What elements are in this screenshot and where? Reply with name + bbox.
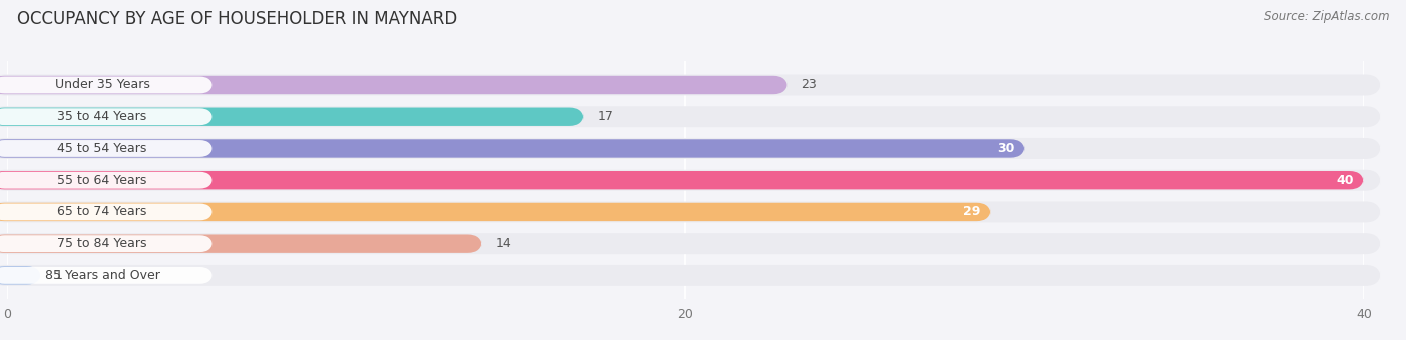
Text: Source: ZipAtlas.com: Source: ZipAtlas.com: [1264, 10, 1389, 23]
FancyBboxPatch shape: [0, 267, 212, 284]
FancyBboxPatch shape: [0, 139, 1025, 158]
Text: 45 to 54 Years: 45 to 54 Years: [58, 142, 146, 155]
Text: 23: 23: [801, 79, 817, 91]
FancyBboxPatch shape: [0, 202, 1381, 222]
Text: 40: 40: [1336, 174, 1354, 187]
FancyBboxPatch shape: [0, 235, 482, 253]
Text: 1: 1: [55, 269, 62, 282]
Text: 17: 17: [598, 110, 613, 123]
FancyBboxPatch shape: [0, 233, 1381, 254]
FancyBboxPatch shape: [0, 235, 212, 252]
FancyBboxPatch shape: [0, 107, 583, 126]
FancyBboxPatch shape: [0, 140, 212, 157]
Text: 30: 30: [997, 142, 1015, 155]
FancyBboxPatch shape: [0, 172, 212, 189]
FancyBboxPatch shape: [0, 74, 1381, 96]
Text: OCCUPANCY BY AGE OF HOUSEHOLDER IN MAYNARD: OCCUPANCY BY AGE OF HOUSEHOLDER IN MAYNA…: [17, 10, 457, 28]
FancyBboxPatch shape: [0, 265, 1381, 286]
Text: 65 to 74 Years: 65 to 74 Years: [58, 205, 146, 218]
Text: 75 to 84 Years: 75 to 84 Years: [58, 237, 146, 250]
FancyBboxPatch shape: [0, 170, 1381, 191]
FancyBboxPatch shape: [0, 106, 1381, 127]
FancyBboxPatch shape: [0, 171, 1364, 189]
Text: 14: 14: [495, 237, 512, 250]
FancyBboxPatch shape: [0, 203, 991, 221]
Text: 55 to 64 Years: 55 to 64 Years: [58, 174, 146, 187]
FancyBboxPatch shape: [0, 138, 1381, 159]
Text: 85 Years and Over: 85 Years and Over: [45, 269, 159, 282]
Text: Under 35 Years: Under 35 Years: [55, 79, 149, 91]
FancyBboxPatch shape: [0, 76, 212, 94]
FancyBboxPatch shape: [0, 76, 787, 94]
FancyBboxPatch shape: [0, 108, 212, 125]
Text: 35 to 44 Years: 35 to 44 Years: [58, 110, 146, 123]
FancyBboxPatch shape: [0, 204, 212, 220]
FancyBboxPatch shape: [0, 266, 41, 285]
Text: 29: 29: [963, 205, 980, 218]
